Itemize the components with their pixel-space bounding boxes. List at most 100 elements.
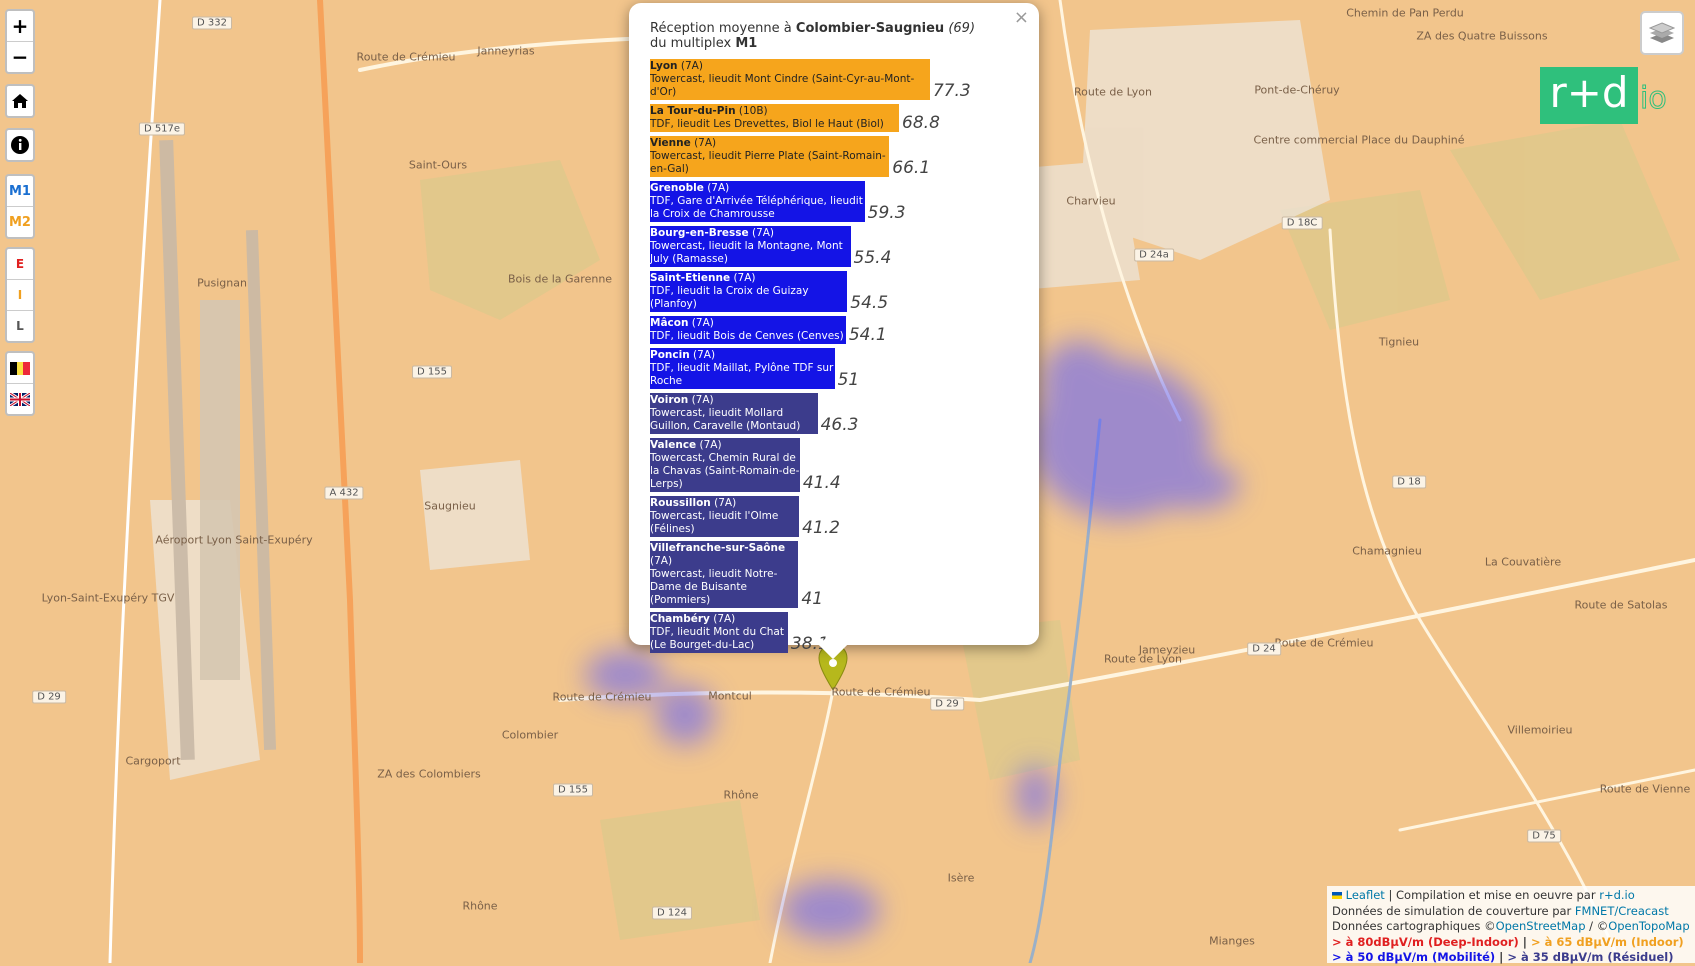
- bar-value: 54.5: [850, 293, 889, 313]
- bar-channel: (7A): [707, 182, 730, 194]
- bar-channel: (7A): [650, 555, 673, 567]
- map-label: Colombier: [501, 728, 559, 742]
- bar-channel: (7A): [693, 349, 716, 361]
- bar: Saint-Etienne (7A) TDF, lieudit la Croix …: [650, 271, 848, 312]
- env-l[interactable]: L: [16, 319, 24, 333]
- road-number: D 29: [930, 697, 964, 711]
- bar-site: Towercast, lieudit l'Olme (Félines): [650, 510, 779, 535]
- map-label: Tignieu: [1378, 335, 1420, 349]
- attribution-text: | Compilation et mise en oeuvre par: [1384, 888, 1600, 902]
- zoom-in[interactable]: +: [7, 11, 33, 42]
- multiplex-m1[interactable]: M1: [7, 176, 33, 207]
- attribution-line: Leaflet | Compilation et mise en oeuvre …: [1332, 888, 1690, 904]
- legend-indoor: > à 65 dBµV/m (Indoor): [1531, 934, 1684, 949]
- bar-channel: (7A): [691, 394, 714, 406]
- map-label: Route de Lyon: [1073, 85, 1153, 99]
- creacast-link[interactable]: /Creacast: [1614, 903, 1669, 918]
- map-label: Bois de la Garenne: [507, 272, 613, 286]
- road-number: D 18C: [1281, 216, 1323, 230]
- bar-row: Chambéry (7A) TDF, lieudit Mont du Chat (…: [650, 612, 1019, 653]
- bar-value: 41: [801, 589, 824, 609]
- map-label: Centre commercial Place du Dauphiné: [1253, 133, 1465, 147]
- attribution-text: Données de simulation de couverture par: [1332, 903, 1575, 918]
- bar-channel: (7A): [751, 227, 775, 239]
- rd-link[interactable]: r+d.io: [1599, 888, 1635, 902]
- bar-row: La Tour-du-Pin (10B) TDF, lieudit Les Dre…: [650, 104, 1019, 132]
- bar-value: 51: [837, 370, 860, 390]
- bar-row: Vienne (7A) Towercast, lieudit Pierre Pla…: [650, 136, 1019, 177]
- lang-fr-be[interactable]: [7, 353, 33, 384]
- bar-row: Voiron (7A) Towercast, lieudit Mollard Gu…: [650, 393, 1019, 434]
- bar-site: Towercast, lieudit la Montagne, Mont Jul…: [650, 240, 843, 265]
- bar-site: TDF, lieudit Mont du Chat (Le Bourget-du…: [650, 626, 784, 651]
- env-i[interactable]: I: [7, 280, 33, 311]
- title-place: Colombier-Saugnieu: [795, 21, 945, 36]
- zoom-out[interactable]: −: [11, 45, 29, 69]
- info-button[interactable]: [7, 130, 33, 160]
- bar-channel: (7A): [691, 317, 714, 329]
- bar: Villefranche-sur-Saône (7A) Towercast, li…: [650, 541, 799, 608]
- info-control: [5, 128, 35, 162]
- layers-button[interactable]: [1640, 11, 1684, 55]
- bar-row: Mâcon (7A) TDF, lieudit Bois de Cenves (C…: [650, 316, 1019, 344]
- bar-site: TDF, lieudit Bois de Cenves (Cenves): [650, 330, 844, 342]
- bar-row: Bourg-en-Bresse (7A) Towercast, lieudit l…: [650, 226, 1019, 267]
- map-label: Rhône: [462, 899, 498, 913]
- bar-site: Towercast, Chemin Rural de la Chavas (Sa…: [650, 452, 800, 490]
- bar-value: 46.3: [820, 415, 859, 435]
- bar-channel: (7A): [694, 137, 717, 149]
- bar-name: Vienne: [650, 137, 691, 149]
- otm-link[interactable]: OpenTopoMap: [1608, 919, 1690, 933]
- legend-line: > à 80dBµV/m (Deep-Indoor) | > à 65 dBµV…: [1332, 934, 1684, 949]
- bar-value: 66.1: [892, 158, 931, 178]
- road-number: D 18: [1392, 475, 1426, 489]
- bar: Vienne (7A) Towercast, lieudit Pierre Pla…: [650, 136, 890, 177]
- bar-name: Poncin: [650, 349, 690, 361]
- bar: Voiron (7A) Towercast, lieudit Mollard Gu…: [650, 393, 818, 434]
- bar-site: TDF, Gare d'Arrivée Téléphérique, lieudi…: [650, 195, 863, 220]
- layers-icon: [1649, 22, 1675, 43]
- map-label: Jameyzieu: [1138, 643, 1196, 657]
- leaflet-link[interactable]: Leaflet: [1345, 888, 1385, 902]
- map-label: Mianges: [1209, 934, 1255, 948]
- bar-name: Saint-Etienne: [650, 272, 731, 284]
- attribution: Leaflet | Compilation et mise en oeuvre …: [1327, 886, 1695, 964]
- legend-deep-indoor: > à 80dBµV/m (Deep-Indoor): [1332, 934, 1519, 949]
- map-label: Pusignan: [197, 276, 247, 290]
- popup-close[interactable]: ×: [1013, 7, 1029, 28]
- flag-ua: [1332, 892, 1342, 899]
- bar-value: 77.3: [932, 81, 971, 101]
- map-label: Chamagnieu: [1352, 544, 1422, 558]
- multiplex-m2[interactable]: M2: [9, 214, 31, 230]
- road-number: A 432: [324, 486, 364, 500]
- lang-en[interactable]: [7, 384, 33, 414]
- bar-row: Villefranche-sur-Saône (7A) Towercast, li…: [650, 541, 1019, 608]
- language-control: [5, 351, 35, 416]
- home-button[interactable]: [7, 86, 33, 116]
- bar-value: 41.4: [802, 473, 841, 493]
- title-prefix: Réception moyenne à: [650, 21, 796, 36]
- attribution-line: Données de simulation de couverture par …: [1332, 904, 1690, 920]
- fmnet-link[interactable]: FMNET: [1574, 903, 1615, 918]
- bar-name: Chambéry: [650, 613, 710, 625]
- bar-channel: (7A): [699, 439, 722, 451]
- bar-row: Saint-Etienne (7A) TDF, lieudit la Croix …: [650, 271, 1019, 312]
- title-department: (69): [948, 21, 976, 36]
- bar-site: Towercast, lieudit Mont Cindre (Saint-Cy…: [650, 73, 915, 98]
- map-label: Route de Crémieu: [356, 50, 456, 64]
- map-label: Charvieu: [1066, 194, 1116, 208]
- env-e[interactable]: E: [7, 249, 33, 280]
- map-label: Villemoirieu: [1507, 723, 1573, 737]
- bar-channel: (7A): [733, 272, 756, 284]
- road-number: D 332: [192, 16, 232, 30]
- bar-value: 38.1: [790, 634, 829, 654]
- map-label: Route de Crémieu: [1274, 636, 1374, 650]
- road-number: D 517e: [138, 122, 186, 136]
- legend-line: > à 50 dBµV/m (Mobilité) | > à 35 dBµV/m…: [1332, 950, 1674, 964]
- bar-name: Villefranche-sur-Saône: [650, 542, 786, 554]
- bar: Poncin (7A) TDF, lieudit Maillat, Pylône …: [650, 348, 835, 389]
- map-label: Isère: [947, 871, 975, 885]
- bar-name: Grenoble: [650, 182, 704, 194]
- osm-link[interactable]: OpenStreetMap: [1495, 919, 1586, 933]
- map-label: Chemin de Pan Perdu: [1346, 6, 1464, 20]
